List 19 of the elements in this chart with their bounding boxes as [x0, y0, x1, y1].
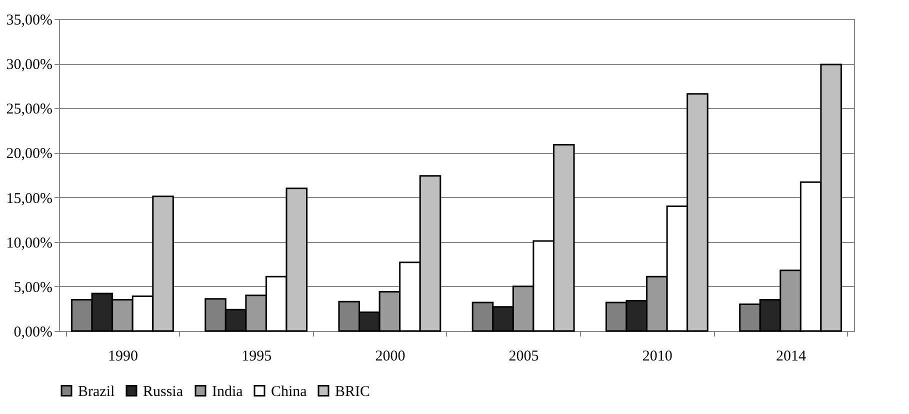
x-tick-label: 1995 — [242, 348, 272, 364]
legend-label: Brazil — [78, 384, 115, 400]
y-tick-label: 15,00% — [6, 190, 52, 207]
y-tick-label: 20,00% — [6, 146, 52, 162]
legend-label: China — [271, 384, 308, 400]
y-tick-label: 25,00% — [6, 102, 52, 118]
y-tick-label: 10,00% — [6, 235, 52, 252]
x-tick-label: 2010 — [642, 348, 672, 364]
x-tick-label: 2014 — [776, 348, 807, 364]
y-tick-label: 30,00% — [6, 57, 52, 74]
x-tick-label: 2005 — [508, 348, 539, 364]
x-tick-label: 2000 — [375, 348, 406, 364]
y-tick-label: 35,00% — [6, 12, 52, 28]
x-tick-label: 1990 — [108, 348, 138, 364]
legend-label: Russia — [143, 384, 184, 400]
legend-label: BRIC — [335, 384, 370, 400]
legend-label: India — [212, 384, 244, 400]
y-tick-label: 0,00% — [14, 324, 52, 340]
y-tick-label: 5,00% — [14, 280, 52, 296]
